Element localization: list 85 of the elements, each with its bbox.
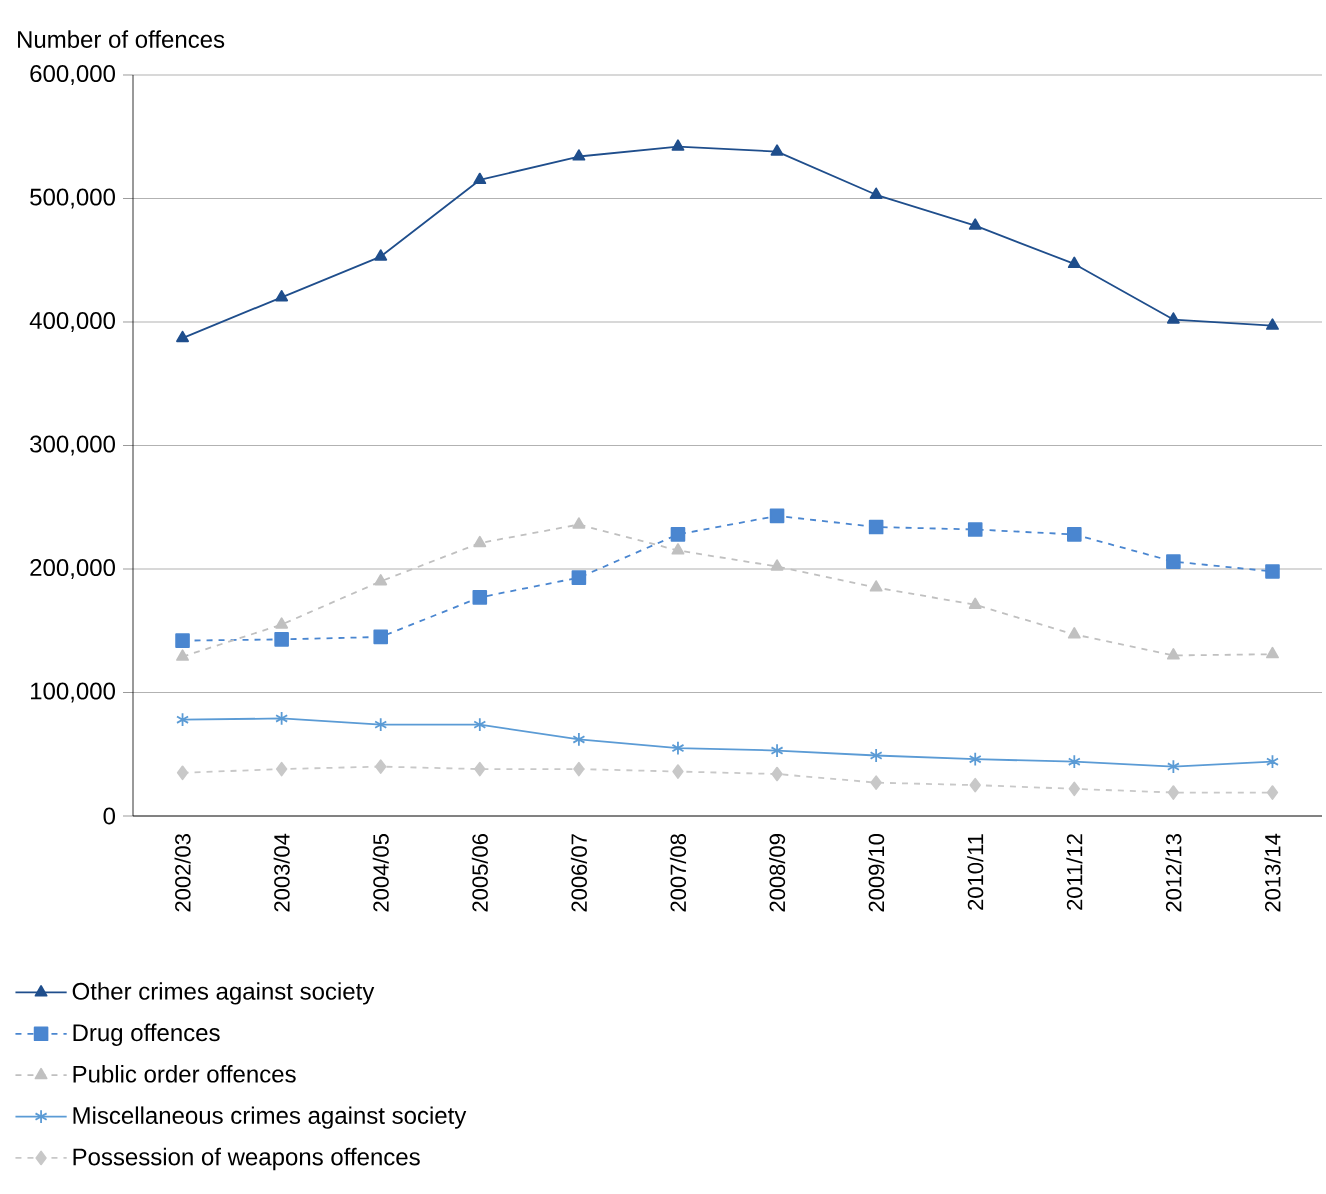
point [770,743,784,758]
point [1067,754,1081,769]
point [275,617,289,629]
point [473,535,487,548]
point [1166,648,1180,660]
point [571,570,587,585]
point [374,717,388,732]
point [1266,646,1279,659]
point [572,149,586,161]
point [969,777,981,793]
point [968,751,982,767]
point [1167,785,1180,800]
x-tick-label: 2002/03 [174,834,191,912]
point [473,717,487,732]
y-tick-label: 0 [103,807,116,825]
point [176,649,189,661]
x-tick-label: 2012/13 [1165,834,1182,912]
point [275,711,289,726]
point [869,748,883,763]
point [1166,554,1181,569]
point [474,761,486,777]
legend-label: Drug offences [73,1023,220,1046]
point [176,712,189,727]
point [275,290,289,302]
point [869,187,883,199]
x-tick-label: 2003/04 [273,833,290,912]
point [671,740,685,756]
legend-label: Public order offences [73,1065,296,1083]
point [374,249,388,261]
point [176,330,189,343]
point [473,172,487,185]
x-tick-label: 2005/06 [471,834,488,912]
point [1266,754,1279,769]
y-tick-label: 400,000 [29,312,115,332]
point [175,633,190,648]
point [670,527,686,542]
y-tick-label: 500,000 [30,188,115,209]
y-tick-label: 200,000 [30,559,115,579]
y-axis-title: Number of offences [18,30,225,48]
point [671,139,685,151]
point [1068,781,1080,797]
point [1266,318,1279,330]
point [1166,759,1180,774]
point [1067,627,1081,639]
x-tick-label: 2007/08 [669,834,687,912]
point [769,508,785,524]
point [770,144,784,156]
point [1266,785,1279,800]
x-tick-label: 2006/07 [570,834,587,912]
x-tick-label: 2010/11 [967,834,984,910]
y-tick-label: 600,000 [30,65,115,85]
point [870,775,882,790]
point [176,765,189,781]
point [770,559,784,571]
x-tick-label: 2009/10 [868,833,885,912]
point [771,766,783,782]
point [274,632,289,647]
point [869,580,883,592]
point [275,761,288,777]
point [968,218,982,230]
point [573,761,585,777]
point [373,629,389,645]
point [374,574,388,586]
point [967,522,983,537]
y-tick-label: 300,000 [30,435,115,456]
point [572,732,586,747]
point [1067,256,1081,269]
point [671,543,685,555]
point [868,519,884,535]
point [472,590,488,605]
legend-label: Other crimes against society [72,982,375,1005]
point [968,597,982,609]
point [672,764,684,779]
x-tick-label: 2004/05 [372,834,389,912]
point [572,517,586,529]
point [1265,564,1280,579]
point [375,759,387,774]
legend-label: Possession of weapons offences [73,1147,420,1171]
point [1067,527,1082,542]
point [1166,312,1180,324]
x-tick-label: 2013/14 [1264,833,1281,912]
x-tick-label: 2011/12 [1066,834,1083,910]
y-tick-label: 100,000 [31,682,115,703]
legend-label: Miscellaneous crimes against society [73,1106,467,1129]
x-tick-label: 2008/09 [768,834,786,912]
